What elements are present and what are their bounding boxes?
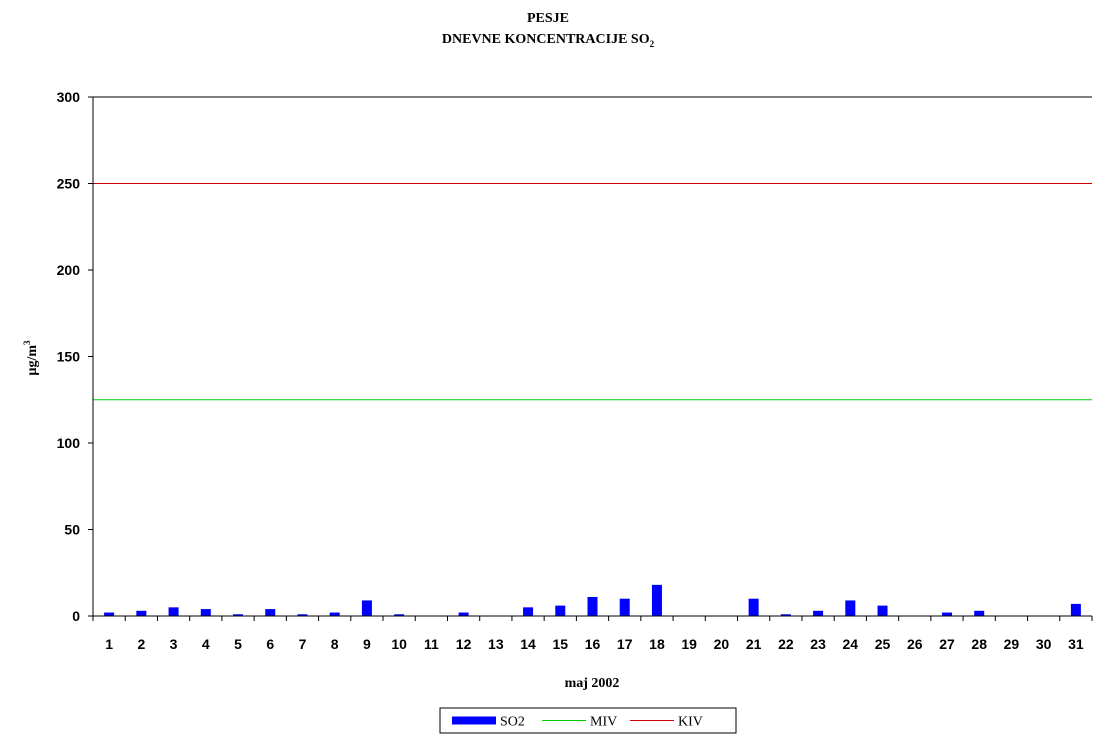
y-tick-label: 300 xyxy=(57,89,81,105)
x-tick-label: 19 xyxy=(681,636,697,652)
chart-title-line2: DNEVNE KONCENTRACIJE SO2 xyxy=(442,32,655,49)
x-tick-label: 29 xyxy=(1004,636,1020,652)
x-tick-label: 25 xyxy=(875,636,891,652)
x-tick-label: 28 xyxy=(971,636,987,652)
x-tick-label: 18 xyxy=(649,636,665,652)
bar xyxy=(877,605,888,616)
bar xyxy=(974,610,985,616)
x-tick-label: 10 xyxy=(391,636,407,652)
axes xyxy=(88,96,1093,621)
x-tick-label: 22 xyxy=(778,636,794,652)
bar xyxy=(523,607,534,616)
legend-label-kiv: KIV xyxy=(678,715,703,730)
x-tick-label: 11 xyxy=(424,636,439,652)
bar xyxy=(619,598,630,616)
y-tick-label: 50 xyxy=(64,522,80,538)
x-tick-label: 16 xyxy=(585,636,601,652)
chart-title-line1: PESJE xyxy=(527,11,569,26)
bar xyxy=(941,612,952,616)
x-tick-label: 24 xyxy=(843,636,859,652)
bar xyxy=(780,614,791,616)
y-tick-label: 0 xyxy=(72,608,80,624)
x-tick-label: 7 xyxy=(299,636,307,652)
bar xyxy=(394,614,405,616)
y-tick-label: 250 xyxy=(57,176,81,192)
legend-label-miv: MIV xyxy=(590,715,617,730)
x-tick-label: 26 xyxy=(907,636,923,652)
y-axis-label-main: µg/m xyxy=(25,345,40,376)
x-tick-label: 17 xyxy=(617,636,633,652)
bar xyxy=(361,600,372,616)
legend-swatch-so2 xyxy=(452,716,496,725)
x-tick-label: 31 xyxy=(1068,636,1084,652)
x-tick-label: 21 xyxy=(746,636,762,652)
bar xyxy=(458,612,469,616)
x-tick-label: 14 xyxy=(520,636,536,652)
x-tick-label: 15 xyxy=(552,636,568,652)
chart-title-main: DNEVNE KONCENTRACIJE SO xyxy=(442,32,650,47)
bar xyxy=(329,612,340,616)
x-tick-label: 9 xyxy=(363,636,371,652)
bar xyxy=(748,598,759,616)
chart-title-subscript: 2 xyxy=(650,39,655,49)
bar xyxy=(168,607,179,616)
legend-label-so2: SO2 xyxy=(500,715,525,730)
y-tick-labels: 0 50 100 150 200 250 300 xyxy=(57,89,81,624)
bar xyxy=(265,609,276,616)
y-axis-label-text: µg/m3 xyxy=(22,340,40,376)
x-tick-label: 30 xyxy=(1036,636,1052,652)
x-tick-label: 20 xyxy=(714,636,730,652)
y-tick-label: 100 xyxy=(57,435,81,451)
bar xyxy=(587,596,598,616)
x-tick-label: 5 xyxy=(234,636,242,652)
x-tick-label: 12 xyxy=(456,636,472,652)
bar xyxy=(104,612,115,616)
legend: SO2 MIV KIV xyxy=(439,707,737,734)
bar xyxy=(813,610,824,616)
x-tick-labels: 1 2 3 4 5 6 7 8 9 10 11 12 13 14 15 16 17 18 19 20 21 22 23 24 2… xyxy=(105,636,1084,652)
y-axis-label-superscript: 3 xyxy=(22,340,32,345)
x-tick-label: 6 xyxy=(266,636,274,652)
bar xyxy=(136,610,147,616)
bar xyxy=(651,584,662,616)
x-tick-label: 27 xyxy=(939,636,955,652)
bar xyxy=(1070,603,1081,616)
x-tick-label: 13 xyxy=(488,636,504,652)
x-axis-label: maj 2002 xyxy=(565,676,620,691)
x-tick-label: 3 xyxy=(170,636,178,652)
bar xyxy=(200,609,211,616)
y-axis-label: µg/m3 xyxy=(22,340,40,376)
bar xyxy=(297,614,308,616)
y-tick-label: 200 xyxy=(57,262,81,278)
bar xyxy=(555,605,566,616)
reference-lines xyxy=(93,183,1092,401)
x-tick-label: 4 xyxy=(202,636,210,652)
x-tick-label: 8 xyxy=(331,636,339,652)
y-tick-label: 150 xyxy=(57,349,81,365)
bar-series-so2 xyxy=(104,584,1081,616)
bar xyxy=(233,614,244,616)
bar xyxy=(845,600,856,616)
x-tick-label: 2 xyxy=(137,636,145,652)
x-tick-label: 23 xyxy=(810,636,826,652)
x-tick-label: 1 xyxy=(105,636,113,652)
